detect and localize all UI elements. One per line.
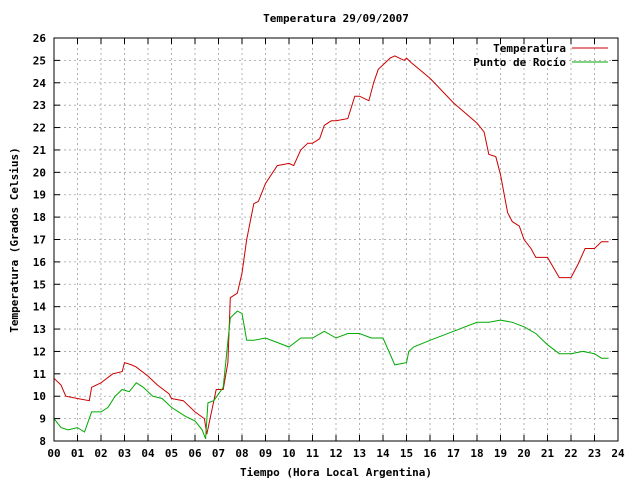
y-tick-label: 19 (33, 189, 46, 202)
x-tick-label: 01 (71, 447, 85, 460)
y-tick-label: 16 (33, 256, 47, 269)
series-line-punto-de-rocio (53, 310, 609, 439)
x-tick-label: 23 (588, 447, 601, 460)
y-tick-label: 20 (33, 166, 46, 179)
chart-title: Temperatura 29/09/2007 (263, 12, 409, 25)
y-tick-label: 24 (33, 77, 47, 90)
y-tick-label: 8 (39, 435, 46, 448)
y-axis-ticks: 8 9 10 11 12 13 14 15 16 17 18 19 20 21 22 23 24 25 26 (33, 32, 618, 448)
y-tick-label: 17 (33, 234, 46, 247)
legend-label: Temperatura (493, 42, 566, 55)
series-line-temperatura (53, 55, 609, 435)
x-tick-label: 21 (541, 447, 555, 460)
y-tick-label: 15 (33, 278, 46, 291)
y-tick-label: 13 (33, 323, 46, 336)
x-tick-label: 02 (94, 447, 107, 460)
x-tick-label: 06 (188, 447, 202, 460)
x-tick-label: 07 (212, 447, 225, 460)
x-tick-label: 19 (494, 447, 507, 460)
x-tick-label: 08 (235, 447, 248, 460)
y-tick-label: 12 (33, 345, 46, 358)
series-lines (53, 55, 609, 439)
x-tick-label: 24 (611, 447, 625, 460)
y-tick-label: 9 (39, 413, 46, 426)
x-tick-label: 15 (400, 447, 413, 460)
x-tick-label: 04 (141, 447, 155, 460)
x-tick-label: 16 (423, 447, 437, 460)
x-axis-label: Tiempo (Hora Local Argentina) (240, 466, 432, 479)
y-tick-label: 22 (33, 122, 46, 135)
y-tick-label: 23 (33, 99, 46, 112)
y-tick-label: 14 (33, 301, 47, 314)
legend-label: Punto de Rocío (473, 56, 566, 69)
x-tick-label: 09 (259, 447, 272, 460)
x-tick-label: 13 (353, 447, 366, 460)
x-tick-label: 10 (282, 447, 295, 460)
x-tick-label: 18 (470, 447, 483, 460)
y-tick-label: 21 (33, 144, 47, 157)
y-tick-label: 18 (33, 211, 46, 224)
plot-frame (53, 37, 619, 442)
grid (54, 38, 618, 441)
x-tick-label: 03 (118, 447, 131, 460)
x-tick-label: 14 (376, 447, 390, 460)
x-tick-label: 17 (447, 447, 460, 460)
x-tick-label: 11 (306, 447, 320, 460)
x-tick-label: 05 (165, 447, 178, 460)
x-tick-label: 20 (517, 447, 530, 460)
y-tick-label: 11 (33, 368, 47, 381)
x-tick-label: 00 (47, 447, 60, 460)
y-axis-label: Temperatura (Grados Celsius) (8, 147, 21, 332)
x-tick-label: 22 (564, 447, 577, 460)
y-tick-label: 10 (33, 390, 46, 403)
y-tick-label: 26 (33, 32, 47, 45)
y-tick-label: 25 (33, 54, 46, 67)
x-tick-label: 12 (329, 447, 342, 460)
